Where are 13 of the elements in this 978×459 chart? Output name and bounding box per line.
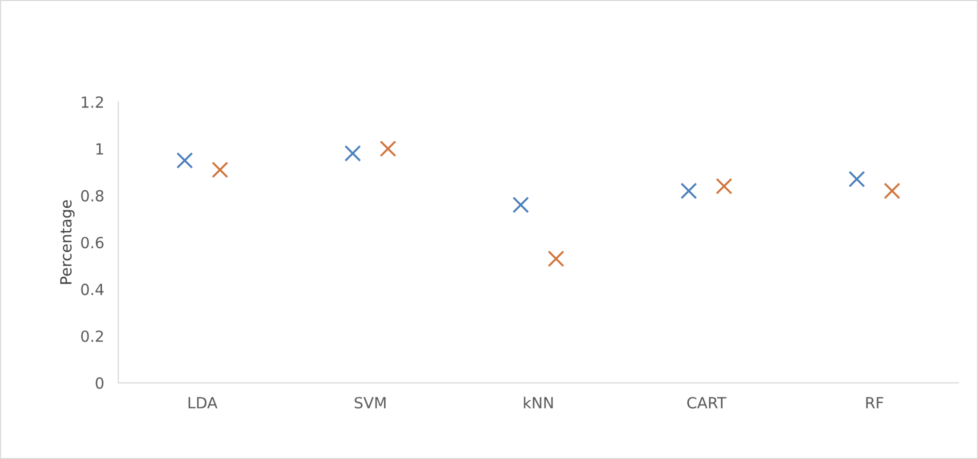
y-tick-label: 1.2	[82, 96, 103, 108]
y-axis-title: Percentage	[60, 200, 75, 284]
y-tick-label: 0.4	[81, 284, 104, 296]
x-tick-label: CART	[687, 396, 726, 409]
x-tick-label: LDA	[188, 397, 218, 408]
x-tick-label: kNN	[524, 396, 553, 408]
x-tick-label: RF	[866, 397, 884, 408]
y-tick-label: 0.8	[81, 190, 104, 202]
y-tick-label: 1	[96, 143, 104, 155]
y-tick-label: 0.6	[81, 236, 104, 248]
x-tick-label: SVM	[354, 396, 386, 409]
y-tick-label: 0.2	[81, 330, 103, 342]
y-tick-label: 0	[96, 377, 104, 389]
